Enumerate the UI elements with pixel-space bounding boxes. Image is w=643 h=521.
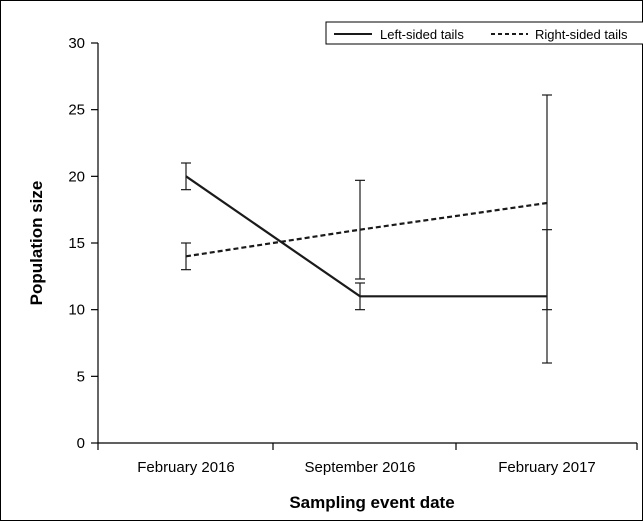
x-axis-title: Sampling event date bbox=[289, 493, 454, 512]
x-tick-label: September 2016 bbox=[305, 459, 416, 476]
y-tick-label: 25 bbox=[68, 102, 85, 119]
y-axis-title: Population size bbox=[27, 181, 46, 306]
x-axis-ticks: February 2016 September 2016 February 2017 bbox=[97, 443, 638, 476]
y-tick-label: 30 bbox=[68, 35, 85, 52]
y-tick-label: 0 bbox=[77, 435, 85, 452]
x-tick-label: February 2016 bbox=[137, 459, 235, 476]
series-lines bbox=[185, 175, 548, 298]
error-bars bbox=[181, 94, 552, 364]
legend-label-left: Left-sided tails bbox=[380, 27, 464, 42]
legend-box bbox=[325, 21, 643, 45]
legend-label-right: Right-sided tails bbox=[535, 27, 628, 42]
y-tick-label: 5 bbox=[77, 368, 85, 385]
x-tick-label: February 2017 bbox=[498, 459, 596, 476]
series-line-left-sided bbox=[185, 175, 547, 298]
y-tick-label: 10 bbox=[68, 302, 85, 319]
y-tick-label: 20 bbox=[68, 168, 85, 185]
legend: Left-sided tails Right-sided tails bbox=[325, 21, 643, 45]
y-tick-label: 15 bbox=[68, 235, 85, 252]
y-axis-ticks: 0 5 10 15 20 25 30 bbox=[68, 35, 98, 452]
series-line-right-sided bbox=[185, 201, 548, 258]
